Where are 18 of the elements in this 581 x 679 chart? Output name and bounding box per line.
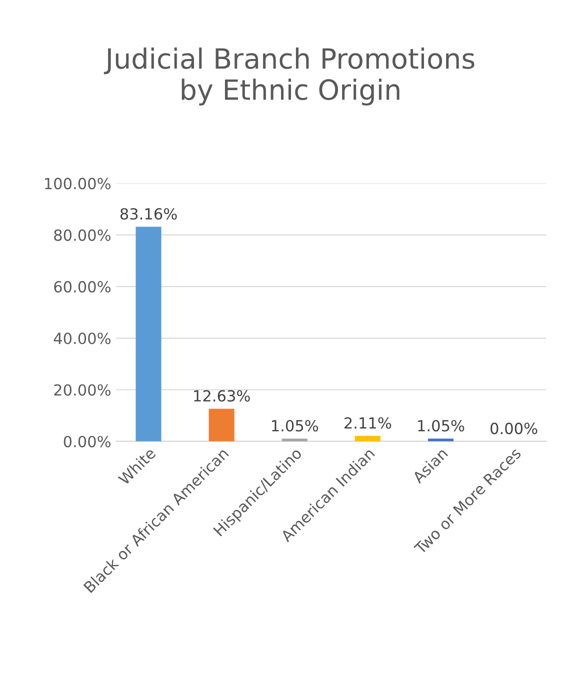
- y-tick-label: 80.00%: [54, 229, 110, 241]
- data-label: 2.11%: [344, 417, 392, 429]
- data-label: 12.63%: [194, 390, 250, 402]
- y-tick-label: 100.00%: [45, 178, 110, 190]
- bar: [354, 436, 380, 442]
- bar: [136, 226, 162, 442]
- data-label: 83.16%: [120, 208, 177, 220]
- bar: [428, 438, 454, 442]
- y-tick-label: 0.00%: [64, 436, 110, 448]
- data-label: 0.00%: [490, 422, 538, 434]
- data-label: 1.05%: [272, 420, 318, 432]
- y-tick-label: 40.00%: [54, 332, 110, 344]
- y-tick-label: 20.00%: [54, 384, 110, 396]
- chart-title: Judicial Branch Promotions by Ethnic Origin: [104, 48, 474, 106]
- bar: [208, 408, 234, 442]
- y-tick-label: 60.00%: [54, 281, 110, 293]
- bar: [282, 438, 308, 442]
- data-label: 1.05%: [418, 420, 464, 432]
